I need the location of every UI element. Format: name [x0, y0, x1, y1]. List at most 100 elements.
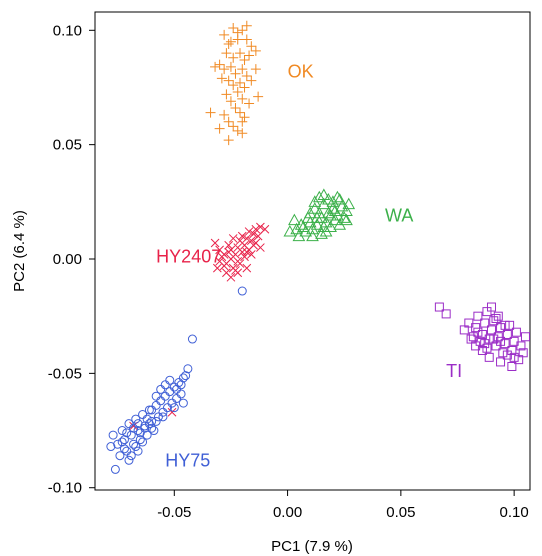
point-hy75	[165, 387, 175, 397]
point-hy75	[167, 398, 177, 408]
data-points	[106, 20, 530, 474]
point-hy75	[117, 437, 127, 447]
point-ok	[246, 41, 257, 52]
point-wa	[306, 222, 319, 235]
point-hy75	[187, 334, 197, 344]
point-wa	[310, 211, 324, 223]
point-hy2407	[224, 240, 234, 250]
point-hy75	[169, 403, 179, 413]
point-hy75	[144, 405, 154, 415]
point-hy2407	[233, 268, 243, 278]
point-wa	[333, 193, 347, 205]
point-wa	[294, 218, 308, 230]
point-hy75	[110, 464, 120, 474]
point-ok	[225, 96, 236, 107]
point-ti	[473, 311, 483, 321]
point-hy75	[151, 416, 161, 426]
point-ok	[235, 77, 245, 88]
point-ok	[232, 87, 243, 98]
point-hy2407	[219, 250, 229, 259]
point-hy75	[122, 428, 132, 438]
point-ok	[223, 75, 234, 86]
point-hy75	[169, 382, 179, 392]
x-tick-label: 0.00	[273, 504, 302, 521]
point-hy2407	[256, 243, 265, 252]
point-hy2407	[246, 250, 256, 259]
point-ok	[237, 116, 248, 127]
x-axis-ticks: -0.05 0.00 0.05 0.10	[157, 490, 529, 521]
point-hy75	[153, 412, 163, 422]
point-hy2407	[249, 229, 258, 239]
point-hy75	[160, 380, 170, 390]
point-ok	[250, 64, 261, 75]
point-ti	[509, 352, 519, 362]
point-hy75	[142, 430, 152, 440]
point-hy75	[133, 446, 143, 456]
point-ok	[241, 71, 252, 82]
point-ti	[507, 345, 517, 355]
point-ok	[228, 121, 239, 132]
point-ti	[434, 302, 444, 312]
point-hy75	[131, 442, 141, 452]
point-ok	[216, 73, 227, 84]
point-ti	[500, 320, 510, 330]
y-tick-label: -0.10	[48, 480, 82, 497]
point-wa	[308, 202, 322, 214]
point-ti	[480, 339, 490, 349]
point-hy75	[126, 451, 136, 461]
group-labels: OK WA HY2407 HY75 TI	[156, 61, 462, 470]
point-ok	[232, 125, 243, 136]
point-ti	[468, 332, 478, 342]
point-ti	[502, 350, 512, 360]
point-ti	[511, 327, 521, 337]
point-ti	[493, 332, 503, 342]
point-ok	[223, 116, 234, 127]
point-hy75	[119, 435, 129, 445]
point-hy75	[124, 419, 134, 429]
point-ok	[230, 68, 241, 79]
group-label-ok: OK	[288, 61, 314, 81]
point-ok	[237, 25, 248, 36]
point-ti	[459, 325, 469, 335]
point-ti	[496, 357, 506, 367]
point-ok	[237, 128, 248, 139]
y-axis-ticks: -0.10 -0.05 0.00 0.05 0.10	[48, 22, 95, 497]
point-hy75	[151, 400, 161, 410]
point-hy75	[133, 419, 143, 429]
point-ok	[237, 64, 248, 75]
point-ti	[491, 341, 501, 351]
point-hy2407	[242, 263, 252, 273]
point-hy75	[149, 426, 159, 436]
point-hy75	[138, 437, 148, 447]
point-ti	[509, 336, 519, 346]
group-label-hy2407: HY2407	[156, 247, 221, 267]
point-hy2407	[244, 227, 254, 236]
point-ok	[228, 23, 239, 34]
point-ti	[477, 329, 487, 339]
point-ti	[496, 323, 506, 333]
x-tick-label: -0.05	[157, 504, 191, 521]
point-wa	[342, 197, 356, 210]
point-ok	[219, 64, 230, 75]
point-hy75	[126, 430, 136, 440]
group-label-hy75: HY75	[165, 450, 210, 470]
point-ok	[239, 112, 250, 123]
point-hy75	[133, 426, 143, 436]
point-ok	[205, 107, 216, 118]
point-ok	[210, 61, 221, 72]
point-ti	[486, 325, 496, 335]
point-hy2407	[253, 231, 263, 241]
point-hy75	[158, 412, 168, 422]
y-axis-label: PC2 (6.4 %)	[11, 210, 28, 292]
x-tick-label: 0.10	[500, 504, 529, 521]
point-hy2407	[167, 407, 177, 417]
point-ti	[493, 311, 503, 321]
point-ti	[480, 318, 490, 328]
point-ti	[441, 309, 451, 319]
point-ok	[235, 107, 245, 118]
point-hy75	[178, 373, 188, 383]
point-hy2407	[260, 224, 270, 234]
point-ok	[214, 59, 225, 70]
point-ok	[219, 109, 230, 120]
point-hy75	[142, 414, 152, 424]
